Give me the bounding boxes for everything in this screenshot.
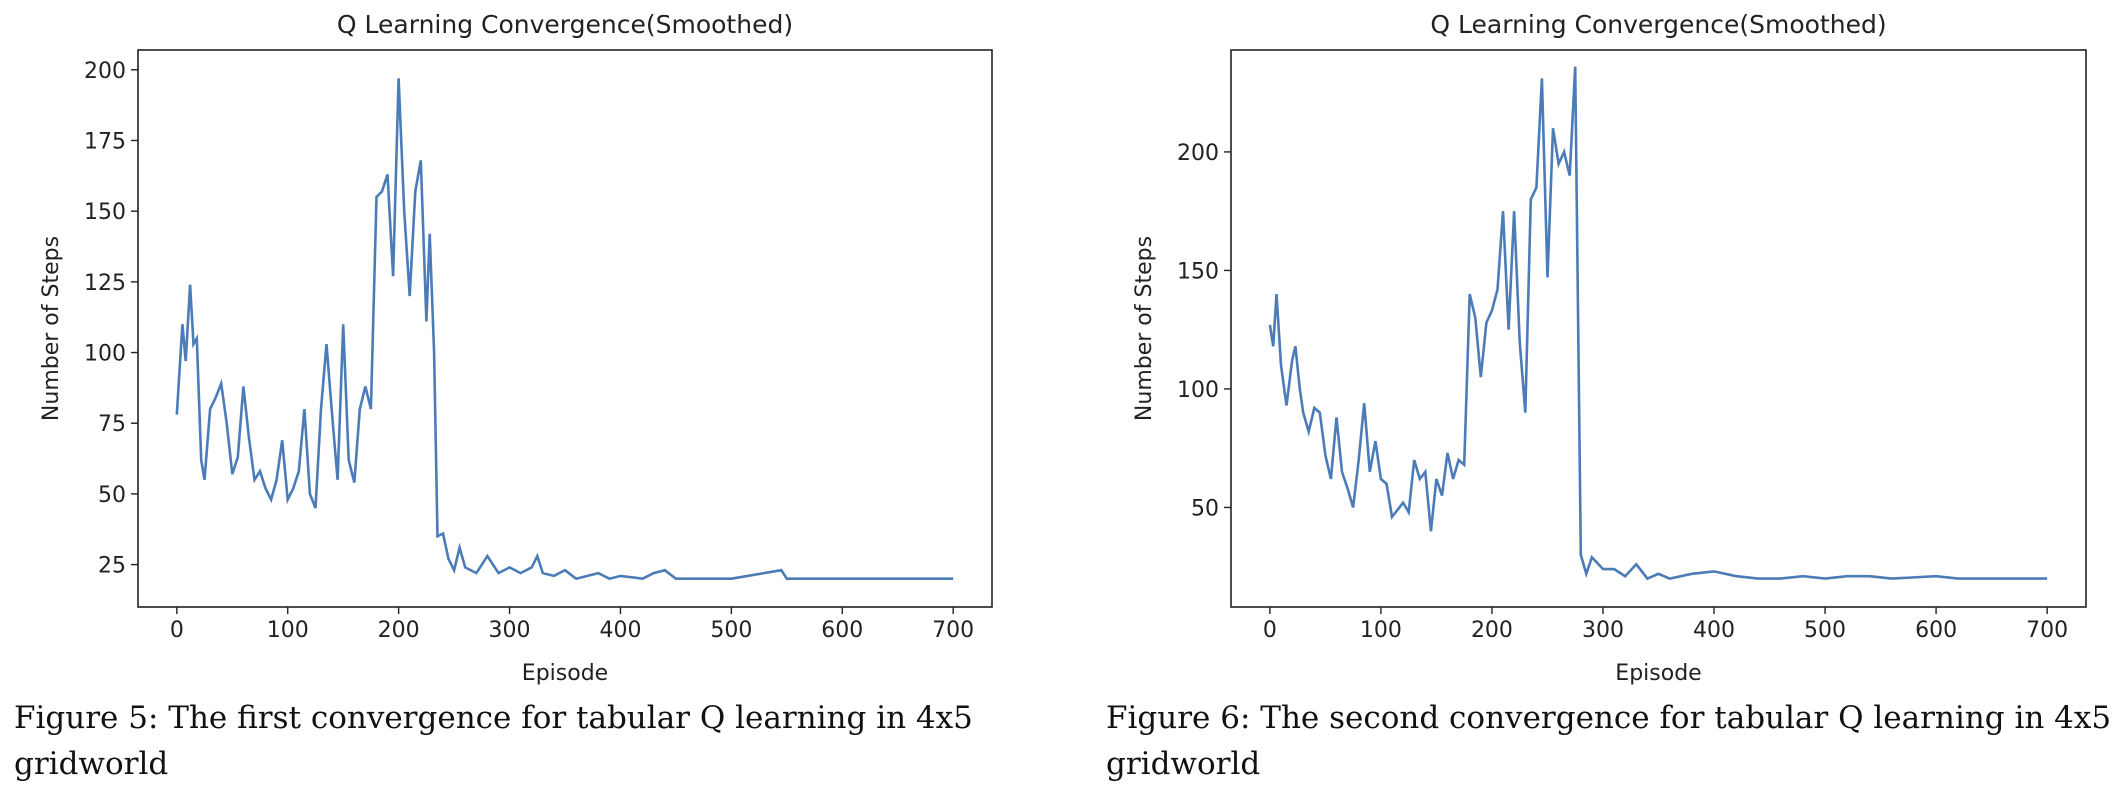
x-tick-label: 0 xyxy=(170,618,184,643)
x-tick-label: 400 xyxy=(1693,618,1735,643)
x-tick-label: 200 xyxy=(1471,618,1513,643)
y-tick-label: 150 xyxy=(1177,259,1219,284)
y-tick-label: 75 xyxy=(98,412,126,437)
y-tick-label: 25 xyxy=(98,554,126,579)
x-tick-label: 400 xyxy=(599,618,641,643)
y-axis-label: Number of Steps xyxy=(1132,236,1157,421)
x-tick-label: 600 xyxy=(1915,618,1957,643)
line xyxy=(1268,66,2048,581)
x-tick-label: 500 xyxy=(1804,618,1846,643)
y-tick-label: 100 xyxy=(1177,378,1219,403)
y-tick-label: 100 xyxy=(84,342,126,367)
caption: Figure 6: The second convergence for tab… xyxy=(1106,700,2112,782)
y-tick-label: 200 xyxy=(1177,141,1219,166)
y-tick-label: 50 xyxy=(1191,496,1219,521)
y-tick-label: 200 xyxy=(84,59,126,84)
y-tick-label: 175 xyxy=(84,129,126,154)
y-axis-label: Number of Steps xyxy=(39,236,64,421)
y-tick-label: 125 xyxy=(84,271,126,296)
chart-title: Q Learning Convergence(Smoothed) xyxy=(337,10,793,39)
x-tick-label: 100 xyxy=(267,618,309,643)
x-tick-label: 600 xyxy=(821,618,863,643)
x-tick-label: 200 xyxy=(378,618,420,643)
plot-frame xyxy=(1230,49,2087,608)
plot-frame xyxy=(137,49,993,608)
y-tick-label: 50 xyxy=(98,483,126,508)
x-axis-label: Episode xyxy=(522,661,608,686)
x-tick-label: 700 xyxy=(2026,618,2068,643)
x-tick-label: 300 xyxy=(1582,618,1624,643)
x-tick-label: 0 xyxy=(1263,618,1277,643)
chart-title: Q Learning Convergence(Smoothed) xyxy=(1430,10,1886,39)
charts: 0 100 200 300 400 500 600 700255075100125150175… xyxy=(39,10,2087,686)
line xyxy=(175,78,954,581)
x-tick-label: 100 xyxy=(1360,618,1402,643)
caption: Figure 5: The first convergence for tabu… xyxy=(14,700,973,782)
x-tick-label: 700 xyxy=(932,618,974,643)
x-axis-label: Episode xyxy=(1615,661,1701,686)
y-tick-label: 150 xyxy=(84,200,126,225)
x-tick-label: 300 xyxy=(489,618,531,643)
x-tick-label: 500 xyxy=(710,618,752,643)
